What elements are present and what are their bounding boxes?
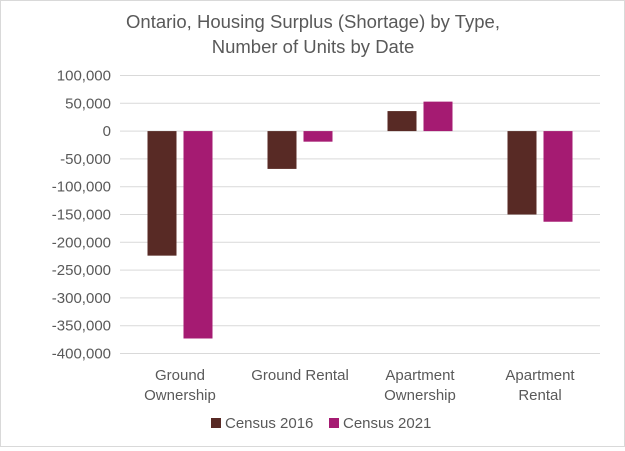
y-tick-label: 100,000 <box>57 68 111 85</box>
chart-title-line-2: Number of Units by Date <box>212 36 415 57</box>
x-tick-label: Apartment <box>505 367 575 384</box>
chart-title-line-1: Ontario, Housing Surplus (Shortage) by T… <box>126 11 500 32</box>
y-tick-label: -350,000 <box>52 318 111 335</box>
bar-census-2016 <box>147 131 177 256</box>
bar-census-2021 <box>423 101 453 132</box>
x-tick-label: Ownership <box>144 387 216 404</box>
legend-label: Census 2016 <box>225 415 313 432</box>
y-tick-label: -50,000 <box>60 151 111 168</box>
y-tick-label: 50,000 <box>65 95 111 112</box>
bar-census-2021 <box>303 131 333 142</box>
x-tick-label: Ownership <box>384 387 456 404</box>
y-tick-label: -250,000 <box>52 262 111 279</box>
x-tick-label: Rental <box>518 387 561 404</box>
x-tick-label: Ground <box>155 367 205 384</box>
bar-census-2016 <box>507 131 537 215</box>
x-tick-label: Apartment <box>385 367 455 384</box>
y-tick-label: -150,000 <box>52 207 111 224</box>
bar-census-2021 <box>543 131 573 222</box>
y-tick-label: -200,000 <box>52 234 111 251</box>
bar-census-2016 <box>267 131 297 169</box>
bar-census-2021 <box>183 131 213 339</box>
y-tick-label: -400,000 <box>52 346 111 363</box>
y-tick-label: 0 <box>103 123 111 140</box>
legend-swatch <box>329 418 339 428</box>
y-tick-label: -300,000 <box>52 290 111 307</box>
legend-swatch <box>211 418 221 428</box>
x-tick-label: Ground Rental <box>251 367 349 384</box>
legend-label: Census 2021 <box>343 415 431 432</box>
y-tick-label: -100,000 <box>52 179 111 196</box>
bar-census-2016 <box>387 111 417 132</box>
